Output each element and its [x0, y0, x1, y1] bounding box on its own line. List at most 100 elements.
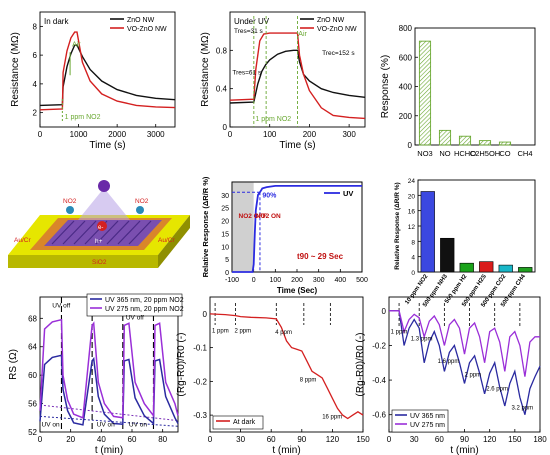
x-tick-label: 0: [228, 130, 233, 139]
x-tick-label: 1000: [70, 130, 88, 139]
y-axis-label: Resistance (MΩ): [200, 32, 211, 107]
uv-beam: [78, 188, 130, 220]
y-axis-label: RS (Ω): [8, 349, 19, 380]
series-line-1: [389, 310, 540, 377]
legend-box: [212, 415, 264, 430]
y-tick-label: 0: [382, 307, 387, 316]
y-tick-label: 60: [28, 371, 37, 380]
annotation-dose-1: 2 ppm: [234, 328, 251, 334]
y-tick-label: 10: [221, 244, 229, 251]
annotation-dose-0: 1 ppm: [391, 329, 408, 335]
nanowire-7: [128, 220, 152, 245]
series-line-0: [232, 185, 362, 273]
y-tick-label: 4: [33, 80, 38, 89]
annotation-uv-off-2: UV off: [126, 315, 144, 322]
series-line-0: [389, 310, 541, 415]
category-label-2: HCHO: [454, 149, 476, 158]
y-tick-label: 64: [28, 343, 37, 352]
molecule-icon: [136, 206, 144, 214]
y-tick-label: 20: [221, 219, 229, 226]
plot-frame: [39, 296, 179, 433]
x-tick-label: 100: [269, 277, 281, 284]
legend-label: At dark: [233, 419, 256, 426]
plot-frame: [39, 11, 176, 128]
category-label-3: C2H5OH: [470, 149, 500, 158]
annotation-in-dark: In dark: [44, 17, 69, 26]
y-tick-label: 8: [33, 22, 38, 31]
bar-3: [479, 261, 494, 273]
y-tick-label: -0.6: [372, 411, 386, 420]
x-tick-label: 30: [410, 435, 419, 444]
y-tick-label: 200: [399, 112, 413, 121]
nanowire-1: [62, 220, 86, 245]
x-axis-label: t (min): [272, 445, 300, 455]
annotation-dose-4: 16 ppm: [322, 415, 342, 421]
y-tick-label: 20: [408, 193, 416, 200]
label-hole: h+: [95, 238, 103, 245]
plot-frame: [209, 296, 364, 433]
series-line-1: [39, 31, 176, 111]
legend-label: UV 275 nm: [410, 422, 445, 429]
nanowire-2: [73, 220, 97, 245]
annotation-uv-off-1: UV off: [52, 303, 70, 310]
electron-icon: [97, 221, 107, 231]
annotation-no2: 1 ppm NO2: [255, 116, 291, 123]
nanowire-4: [95, 220, 119, 245]
x-tick-label: 2000: [108, 130, 126, 139]
series-line-1: [229, 32, 366, 120]
y-tick-label: 68: [28, 314, 37, 323]
chart-a: 0 1000 2000 3000 2 4 6 8 Time (s) Resistance (MΩ)…: [10, 11, 176, 151]
x-tick-label: 300: [342, 130, 356, 139]
legend: UV 365 nm, 20 ppm NO2 UV 275 nm, 20 ppm N…: [86, 293, 184, 317]
device-schematic: NO2 NO2 Au/Cr Au/Cr h+ e- SiO2: [8, 180, 190, 268]
x-tick-label: 0: [38, 435, 43, 444]
x-tick-label: 90: [297, 435, 306, 444]
annotation-no2: 1 ppm NO2: [65, 114, 101, 121]
x-tick-label: 40: [97, 435, 106, 444]
plot-frame: [417, 179, 536, 273]
category-label-5: CH4: [517, 149, 532, 158]
series-line-0: [209, 313, 364, 420]
x-tick-label: 0: [208, 435, 213, 444]
chart-g: 0 20 40 60 80 52 56 60 64 68 t (min) RS (Ω) UV 365 n…: [8, 293, 184, 455]
bar-4: [498, 264, 513, 273]
annotation-air: Air: [298, 31, 307, 38]
category-label-1: NO: [439, 149, 450, 158]
y-tick-label: -0.4: [372, 376, 386, 385]
annotation-dose-5: 3.2 ppm: [511, 406, 533, 412]
y-tick-label: 400: [399, 83, 413, 92]
y-tick-label: 0: [223, 123, 228, 132]
annotation-dose-2: 1.6 ppm: [438, 359, 460, 365]
molecule-icon: [66, 206, 74, 214]
x-tick-label: 20: [66, 435, 75, 444]
x-tick-label: 30: [236, 435, 245, 444]
series-line-0: [229, 49, 366, 104]
y-tick-label: -0.1: [193, 344, 207, 353]
annotation-dose-2: 4 ppm: [275, 330, 292, 336]
y-tick-label: 0: [225, 270, 229, 277]
y-tick-label: 12: [408, 224, 416, 231]
legend-label: VO-ZnO NW: [317, 26, 357, 33]
y-tick-label: 0.4: [216, 85, 228, 94]
x-tick-label: 400: [334, 277, 346, 284]
y-tick-label: 4: [411, 255, 415, 262]
annotation-uv-on-1: UV on: [42, 421, 60, 428]
x-tick-label: 180: [533, 435, 547, 444]
plot-frame-top: [231, 181, 363, 273]
x-axis-label: t (min): [450, 445, 478, 455]
baseline-365: [39, 415, 179, 427]
substrate-front: [8, 255, 158, 268]
legend-label: UV 275 nm, 20 ppm NO2: [105, 306, 184, 313]
y-tick-label: 800: [399, 24, 413, 33]
x-tick-label: 200: [291, 277, 303, 284]
x-tick-label: 3000: [147, 130, 165, 139]
y-axis-label: (Rg-R0)/R0 (-): [176, 333, 187, 397]
bar-1: [438, 129, 452, 146]
y-axis-label: Response (%): [380, 55, 391, 118]
series-line-1: [39, 318, 179, 419]
y-tick-label: -0.2: [193, 377, 207, 386]
y-tick-label: 25: [221, 206, 229, 213]
bar-3: [478, 140, 492, 146]
